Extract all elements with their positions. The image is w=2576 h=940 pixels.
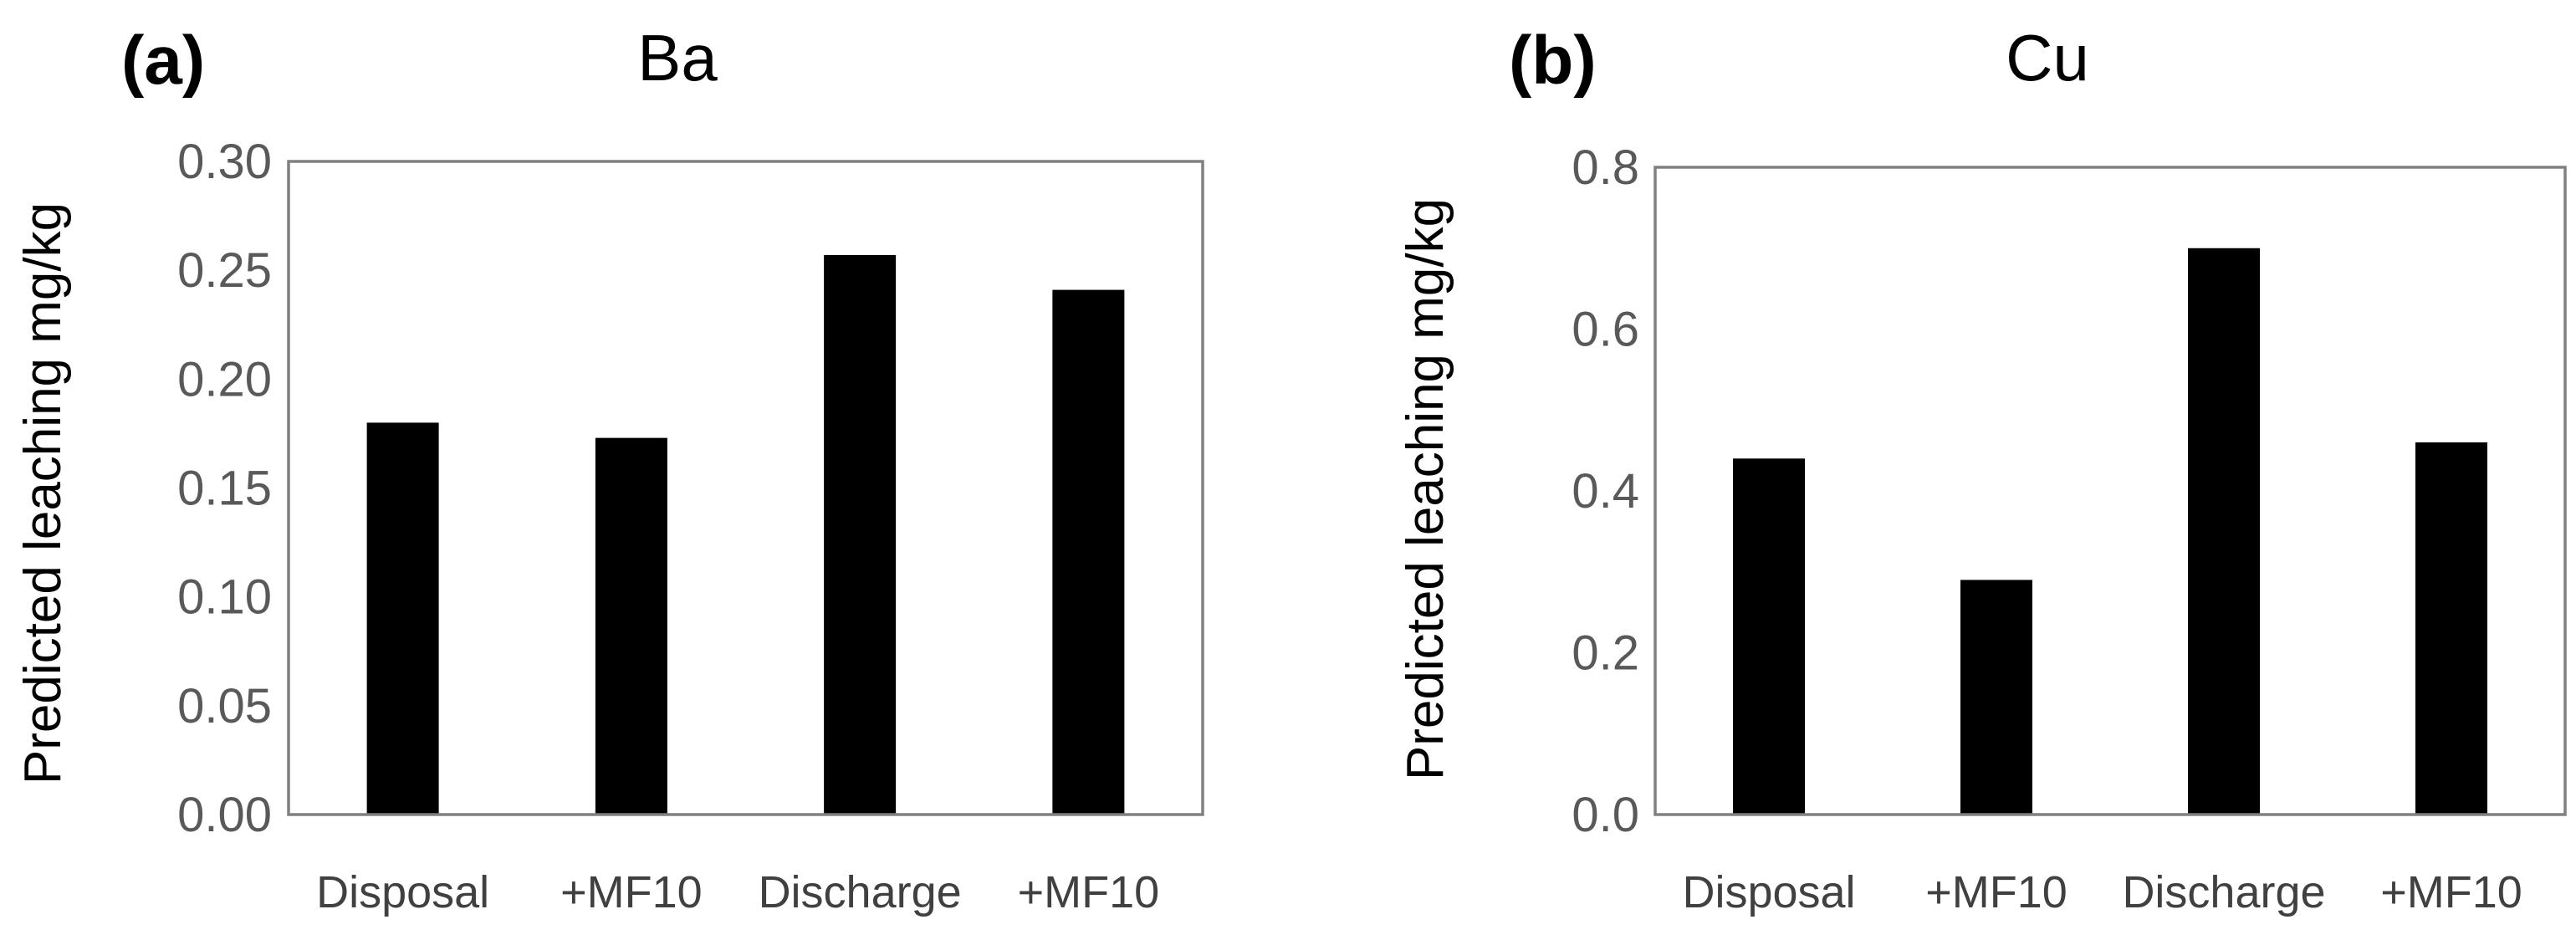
y-tick-label-b-2: 0.4	[1572, 464, 1639, 519]
y-tick-label-b-4: 0.8	[1572, 140, 1639, 195]
chart-title-cu: Cu	[2006, 21, 2089, 95]
bar-group-a	[366, 254, 1125, 815]
category-label-a-2: Discharge	[759, 867, 962, 917]
bar-a-3	[1052, 289, 1125, 815]
y-tick-group-a: 0.00 0.05 0.10 0.15 0.20 0.25 0.30	[177, 135, 272, 842]
y-tick-label-a-0: 0.00	[177, 788, 272, 842]
bar-b-1	[1960, 580, 2032, 815]
y-tick-group-b: 0.0 0.2 0.4 0.6 0.8	[1572, 140, 1639, 842]
y-tick-label-a-6: 0.30	[177, 135, 272, 189]
panel-label-a: (a)	[121, 23, 205, 99]
bar-a-1	[595, 437, 667, 815]
y-tick-label-a-1: 0.05	[177, 679, 272, 733]
bar-a-0	[366, 422, 439, 815]
category-label-b-3: +MF10	[2380, 867, 2522, 917]
category-label-a-0: Disposal	[316, 867, 489, 917]
y-axis-title-a: Predicted leaching mg/kg	[14, 202, 72, 784]
y-tick-label-a-3: 0.15	[177, 462, 272, 516]
plot-frame-b	[1653, 166, 2567, 816]
bar-b-2	[2188, 248, 2260, 815]
panel-a: (a) Ba Predicted leaching mg/kg 0.00 0.05…	[14, 21, 1204, 917]
bar-b-3	[2415, 442, 2487, 815]
category-label-a-3: +MF10	[1018, 867, 1160, 917]
panel-label-b: (b)	[1509, 23, 1597, 99]
y-axis-title-b: Predicted leaching mg/kg	[1397, 198, 1454, 780]
y-tick-label-a-2: 0.10	[177, 570, 272, 625]
y-tick-label-b-3: 0.6	[1572, 303, 1639, 357]
bar-b-0	[1733, 458, 1805, 815]
category-label-a-1: +MF10	[560, 867, 703, 917]
y-tick-label-b-1: 0.2	[1572, 626, 1639, 681]
y-tick-label-a-5: 0.25	[177, 243, 272, 298]
y-tick-label-a-4: 0.20	[177, 352, 272, 406]
bar-group-b	[1733, 248, 2487, 815]
chart-title-ba: Ba	[637, 21, 718, 95]
bar-a-2	[824, 254, 897, 815]
category-label-b-2: Discharge	[2122, 867, 2325, 917]
category-label-group-a: Disposal +MF10 Discharge +MF10	[316, 867, 1159, 917]
y-tick-label-b-0: 0.0	[1572, 788, 1639, 842]
category-label-b-1: +MF10	[1925, 867, 2067, 917]
category-label-group-b: Disposal +MF10 Discharge +MF10	[1682, 867, 2522, 917]
plot-frame-a	[287, 160, 1204, 816]
panel-b: (b) Cu Predicted leaching mg/kg 0.00.20.…	[1397, 21, 2567, 917]
category-label-b-0: Disposal	[1682, 867, 1855, 917]
